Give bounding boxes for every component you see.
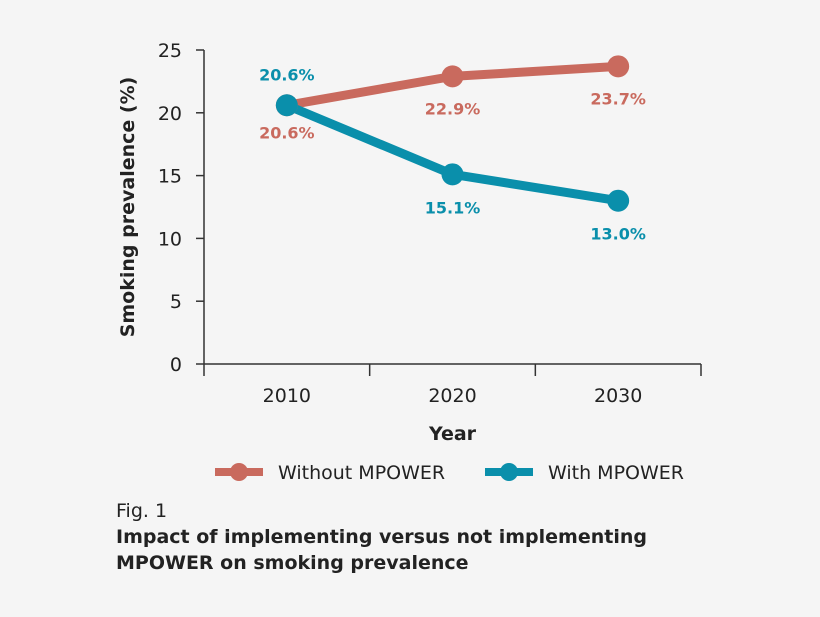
data-point: [441, 163, 464, 186]
y-tick-label: 20: [158, 103, 182, 125]
data-label: 23.7%: [590, 89, 646, 108]
x-tick-label: 2020: [428, 385, 476, 407]
y-tick-label: 15: [158, 166, 182, 188]
y-tick-label: 25: [158, 40, 182, 62]
data-point: [441, 65, 464, 88]
y-tick-label: 0: [170, 354, 182, 376]
data-label: 22.9%: [425, 99, 481, 118]
data-label: 15.1%: [425, 198, 481, 217]
legend-swatch-marker: [230, 463, 248, 481]
legend-label: Without MPOWER: [278, 462, 445, 484]
data-point: [275, 94, 298, 117]
x-tick-label: 2010: [263, 385, 311, 407]
y-axis-label: Smoking prevalence (%): [117, 77, 139, 338]
y-tick-label: 5: [170, 291, 182, 313]
x-tick-label: 2030: [594, 385, 642, 407]
figure-title: Impact of implementing versus not implem…: [116, 526, 647, 574]
figure-number: Fig. 1: [116, 500, 168, 522]
x-axis-label: Year: [428, 423, 477, 445]
data-label: 20.6%: [259, 65, 315, 84]
legend-swatch-marker: [500, 463, 518, 481]
data-label: 20.6%: [259, 123, 315, 142]
data-label: 13.0%: [590, 225, 646, 244]
data-point: [607, 55, 630, 78]
legend-label: With MPOWER: [548, 462, 684, 484]
y-tick-label: 10: [158, 228, 182, 250]
series-line-1: [285, 101, 619, 206]
data-point: [607, 189, 630, 212]
